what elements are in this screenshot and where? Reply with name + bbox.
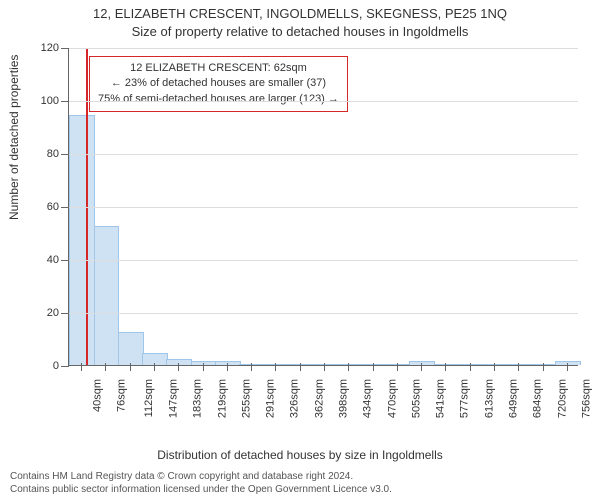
footer-line-1: Contains HM Land Registry data © Crown c… xyxy=(10,470,392,483)
y-tick-label: 60 xyxy=(47,201,69,213)
y-tick-label: 0 xyxy=(53,360,69,372)
x-tick-label: 434sqm xyxy=(362,379,374,418)
x-tick-label: 577sqm xyxy=(459,379,471,418)
footer-line-2: Contains public sector information licen… xyxy=(10,483,392,496)
x-tick xyxy=(203,363,204,371)
x-ticks: 40sqm76sqm112sqm147sqm183sqm219sqm255sqm… xyxy=(69,365,578,379)
plot-region: 12 ELIZABETH CRESCENT: 62sqm ← 23% of de… xyxy=(68,48,578,366)
x-tick xyxy=(445,363,446,371)
x-tick-label: 470sqm xyxy=(386,379,398,418)
y-tick-label: 80 xyxy=(47,148,69,160)
x-tick xyxy=(348,363,349,371)
chart-address-title: 12, ELIZABETH CRESCENT, INGOLDMELLS, SKE… xyxy=(0,6,600,21)
x-tick xyxy=(227,363,228,371)
histogram-bar xyxy=(118,332,144,365)
x-tick-label: 326sqm xyxy=(289,379,301,418)
x-tick-label: 398sqm xyxy=(338,379,350,418)
x-tick xyxy=(543,363,544,371)
x-tick-label: 40sqm xyxy=(92,379,104,412)
y-tick-label: 120 xyxy=(41,42,69,54)
x-axis-label: Distribution of detached houses by size … xyxy=(0,448,600,462)
x-tick-label: 147sqm xyxy=(168,379,180,418)
histogram-bar xyxy=(69,115,95,365)
x-tick xyxy=(470,363,471,371)
callout-line-3: 75% of semi-detached houses are larger (… xyxy=(98,92,339,107)
x-tick xyxy=(518,363,519,371)
histogram-bar xyxy=(94,226,120,365)
x-tick-label: 505sqm xyxy=(410,379,422,418)
x-tick-label: 541sqm xyxy=(435,379,447,418)
x-tick-label: 219sqm xyxy=(216,379,228,418)
chart-area: 12 ELIZABETH CRESCENT: 62sqm ← 23% of de… xyxy=(68,48,578,398)
x-tick-label: 76sqm xyxy=(116,379,128,412)
x-tick-label: 255sqm xyxy=(240,379,252,418)
y-tick-label: 100 xyxy=(41,95,69,107)
x-tick xyxy=(300,363,301,371)
x-tick-label: 362sqm xyxy=(313,379,325,418)
x-tick-label: 112sqm xyxy=(143,379,155,417)
x-tick xyxy=(324,363,325,371)
x-tick xyxy=(567,363,568,371)
x-tick xyxy=(178,363,179,371)
x-tick xyxy=(275,363,276,371)
x-tick-label: 684sqm xyxy=(532,379,544,418)
x-tick xyxy=(494,363,495,371)
x-tick xyxy=(421,363,422,371)
callout-line-2: ← 23% of detached houses are smaller (37… xyxy=(98,76,339,91)
x-tick-label: 756sqm xyxy=(580,379,592,418)
y-tick-label: 20 xyxy=(47,307,69,319)
y-axis-label: Number of detached properties xyxy=(7,55,21,220)
x-tick-label: 720sqm xyxy=(556,379,568,418)
x-tick xyxy=(373,363,374,371)
x-tick-label: 649sqm xyxy=(508,379,520,418)
y-tick-label: 40 xyxy=(47,254,69,266)
x-tick-label: 291sqm xyxy=(265,379,277,418)
x-tick-label: 613sqm xyxy=(483,379,495,418)
x-tick xyxy=(154,363,155,371)
chart-subtitle: Size of property relative to detached ho… xyxy=(0,24,600,39)
x-tick-label: 183sqm xyxy=(192,379,204,418)
x-tick xyxy=(105,363,106,371)
footer-note: Contains HM Land Registry data © Crown c… xyxy=(10,470,392,496)
x-tick xyxy=(251,363,252,371)
callout-box: 12 ELIZABETH CRESCENT: 62sqm ← 23% of de… xyxy=(89,56,348,112)
x-tick xyxy=(81,363,82,371)
callout-line-1: 12 ELIZABETH CRESCENT: 62sqm xyxy=(98,61,339,76)
x-tick xyxy=(130,363,131,371)
x-tick xyxy=(397,363,398,371)
reference-line xyxy=(86,48,88,365)
